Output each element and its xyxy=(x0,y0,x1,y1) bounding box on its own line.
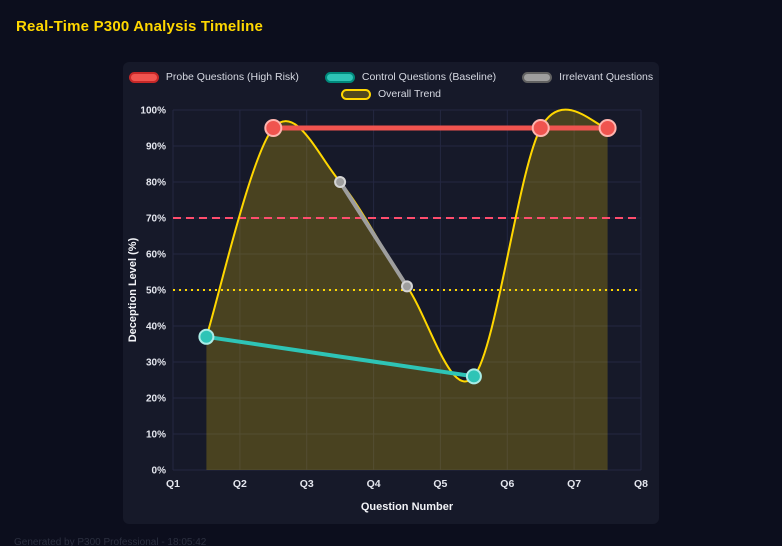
y-tick-label: 80% xyxy=(146,178,166,189)
data-point[interactable] xyxy=(198,328,215,345)
series-line xyxy=(338,180,409,289)
x-tick-label: Q5 xyxy=(433,478,447,490)
legend-label: Overall Trend xyxy=(377,88,442,100)
y-tick-label: 40% xyxy=(146,322,166,333)
y-tick-label: 100% xyxy=(140,106,166,117)
data-point[interactable] xyxy=(465,368,482,385)
data-point[interactable] xyxy=(531,119,550,137)
y-tick-label: 70% xyxy=(146,214,166,225)
legend: Probe Questions (High Risk) Control Quest… xyxy=(123,62,659,100)
x-tick-label: Q6 xyxy=(500,478,514,490)
y-tick-label: 90% xyxy=(146,142,166,153)
legend-marker xyxy=(522,71,553,83)
x-tick-label: Q2 xyxy=(233,478,247,490)
y-tick-label: 20% xyxy=(146,394,166,405)
chart-panel: Probe Questions (High Risk) Control Quest… xyxy=(123,62,659,524)
y-tick-label: 60% xyxy=(146,250,166,261)
legend-marker xyxy=(340,88,371,100)
legend-marker xyxy=(324,71,355,83)
x-tick-label: Q7 xyxy=(567,478,581,490)
legend-marker xyxy=(128,71,159,83)
data-point[interactable] xyxy=(334,176,347,188)
legend-item[interactable]: Irrelevant Questions xyxy=(522,71,653,83)
y-tick-label: 0% xyxy=(152,466,167,477)
x-tick-label: Q4 xyxy=(367,478,381,490)
legend-label: Probe Questions (High Risk) xyxy=(165,71,299,83)
data-point[interactable] xyxy=(264,119,283,137)
x-tick-label: Q3 xyxy=(300,478,314,490)
page-title: Real-Time P300 Analysis Timeline xyxy=(16,18,264,35)
legend-row-1: Probe Questions (High Risk) Control Quest… xyxy=(123,71,659,83)
y-tick-label: 10% xyxy=(146,430,166,441)
series-line xyxy=(204,334,476,379)
legend-item[interactable]: Overall Trend xyxy=(340,88,442,100)
footer-note: Generated by P300 Professional - 18:05:4… xyxy=(14,537,207,546)
y-tick-label: 30% xyxy=(146,358,166,369)
data-point[interactable] xyxy=(598,119,617,137)
legend-label: Control Questions (Baseline) xyxy=(361,71,497,83)
legend-item[interactable]: Probe Questions (High Risk) xyxy=(128,71,299,83)
legend-label: Irrelevant Questions xyxy=(559,71,654,83)
x-axis-label: Question Number xyxy=(361,501,454,513)
plot-svg: Q1 Q2 Q3 Q4 Q5 Q6 Q7 Q8 0% 10% 20% 30% 40% 50% 60% 70% 8… xyxy=(127,106,648,514)
legend-item[interactable]: Control Questions (Baseline) xyxy=(324,71,497,83)
y-tick-label: 50% xyxy=(146,286,166,297)
y-axis-label: Deception Level (%) xyxy=(127,237,139,342)
x-tick-label: Q1 xyxy=(166,478,180,490)
data-point[interactable] xyxy=(401,280,413,293)
legend-row-2: Overall Trend xyxy=(123,88,659,100)
x-tick-label: Q8 xyxy=(634,478,648,490)
